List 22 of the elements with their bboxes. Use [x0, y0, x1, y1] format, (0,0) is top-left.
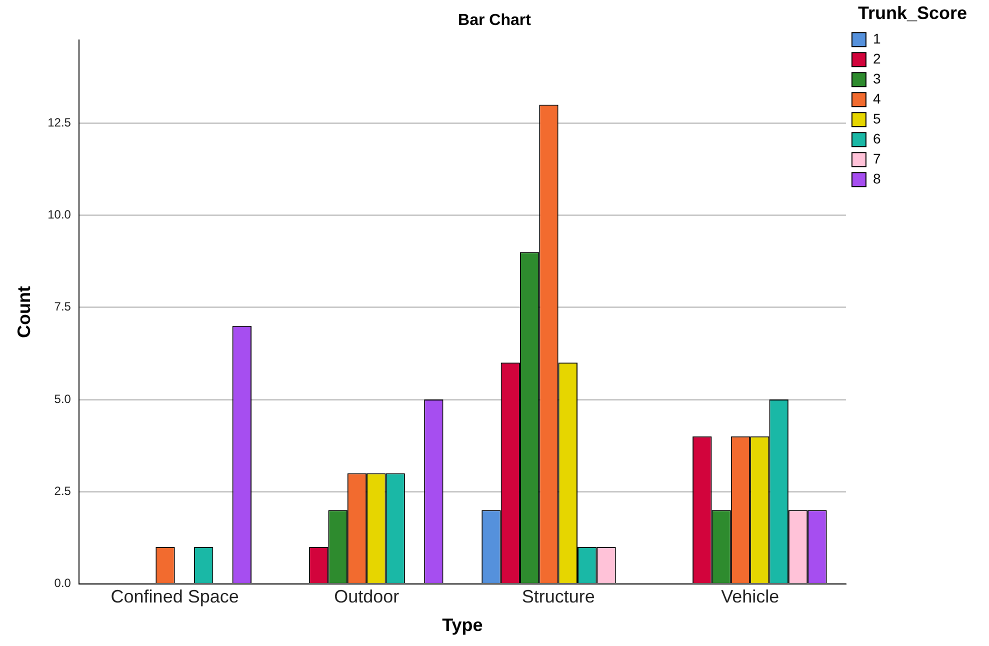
x-tick-label: Outdoor: [334, 586, 400, 607]
legend-label: 5: [872, 110, 881, 126]
legend-label: 4: [872, 90, 881, 106]
legend-label: 6: [872, 130, 881, 146]
legend-label: 7: [872, 150, 881, 166]
legend-title: Trunk_Score: [858, 2, 967, 23]
y-tick-label: 7.5: [54, 300, 72, 314]
y-tick-label: 5.0: [54, 392, 72, 406]
legend-label: 2: [872, 50, 881, 66]
x-tick-label: Confined Space: [110, 586, 239, 607]
chart-title: Bar Chart: [458, 12, 532, 30]
y-axis-title: Count: [14, 286, 34, 338]
x-tick-label: Vehicle: [721, 586, 780, 607]
x-tick-label: Structure: [522, 586, 595, 607]
legend-label: 8: [872, 170, 881, 186]
y-tick-label: 10.0: [48, 208, 72, 222]
y-tick-label: 12.5: [48, 115, 72, 130]
y-tick-label: 0.0: [54, 576, 72, 590]
x-axis-title: Type: [442, 615, 483, 636]
legend-label: 3: [872, 70, 881, 86]
legend-label: 1: [872, 30, 881, 46]
y-tick-label: 2.5: [54, 484, 72, 498]
